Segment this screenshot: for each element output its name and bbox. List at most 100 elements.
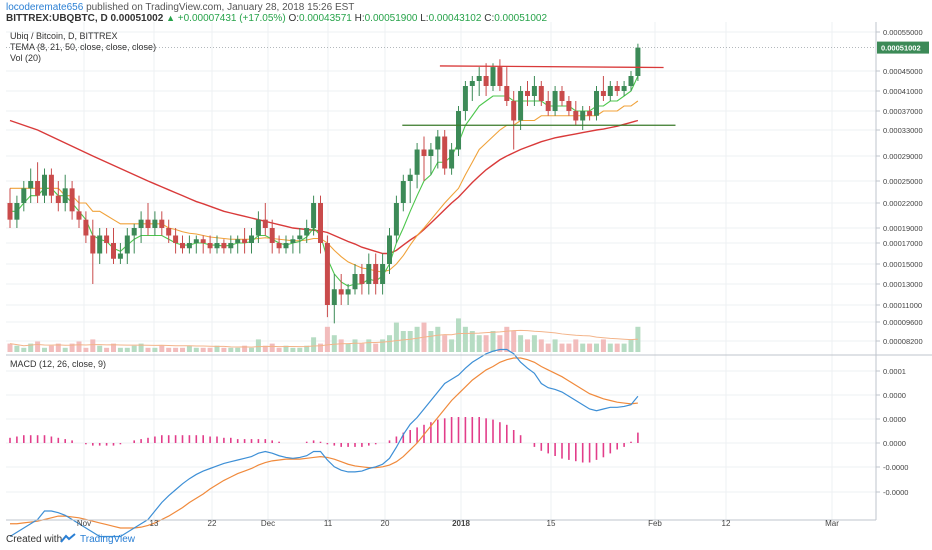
candle-body	[600, 91, 606, 96]
candle-body	[7, 203, 13, 220]
candle-body	[414, 149, 420, 175]
volume-bar	[283, 345, 289, 352]
volume-bar	[545, 343, 551, 352]
macd-layer	[9, 348, 639, 538]
candle-body	[435, 136, 441, 150]
candle-body	[531, 86, 537, 96]
open-label: O:	[288, 13, 299, 24]
open-value: 0.00043571	[299, 13, 352, 24]
tradingview-logo-icon	[60, 533, 76, 543]
tradingview-brand[interactable]: TradingView	[80, 534, 136, 545]
volume-bar	[456, 318, 461, 352]
candle-body	[311, 203, 317, 228]
candle-body	[35, 181, 41, 196]
candle-body	[83, 219, 89, 236]
volume-bar	[269, 343, 275, 352]
symbol-label: BITTREX:UBQBTC, D	[6, 13, 108, 24]
volume-bar	[338, 339, 344, 352]
volume-bar	[387, 335, 392, 352]
candle-body	[55, 195, 61, 203]
volume-bar	[504, 326, 510, 352]
volume-bar	[62, 347, 68, 352]
volume-bar	[104, 347, 110, 352]
volume-bar	[97, 345, 103, 352]
low-label: L:	[420, 13, 429, 24]
candle-body	[614, 86, 620, 91]
tema-label: TEMA (8, 21, 50, close, close, close)	[10, 42, 156, 52]
volume-bar	[14, 345, 20, 352]
volume-bar	[249, 347, 254, 352]
volume-bar	[207, 347, 213, 352]
volume-layer	[7, 318, 641, 352]
volume-bar	[449, 339, 455, 352]
candle-body	[145, 219, 151, 228]
resistance-line	[439, 65, 664, 69]
volume-bar	[297, 347, 303, 352]
volume-bar	[414, 326, 420, 352]
last-price: 0.00051002	[110, 13, 164, 24]
tema-slow-line	[9, 119, 639, 255]
candle-body	[352, 274, 358, 290]
candle-body	[380, 264, 386, 284]
candle-body	[90, 235, 96, 254]
candle-body	[297, 235, 303, 240]
volume-bar	[235, 347, 241, 352]
candle-body	[228, 243, 234, 249]
macd-line	[9, 348, 639, 538]
candle-body	[504, 86, 510, 101]
candle-body	[255, 219, 261, 236]
candle-body	[421, 149, 427, 156]
candle-body	[180, 243, 185, 249]
candle-body	[552, 91, 558, 111]
price-tick-label: 0.00033000	[883, 126, 923, 135]
candle-body	[28, 181, 34, 189]
close-label: C:	[484, 13, 495, 24]
candle-body	[290, 239, 296, 243]
volume-bar	[614, 343, 620, 352]
author-link[interactable]: locoderemate656	[6, 2, 84, 13]
time-tick-label: 11	[324, 519, 333, 528]
volume-bar	[462, 326, 468, 352]
volume-bar	[497, 335, 503, 352]
candle-body	[152, 219, 158, 228]
volume-bar	[469, 331, 475, 352]
candle-body	[545, 101, 551, 111]
volume-bar	[124, 347, 130, 352]
candle-body	[373, 264, 379, 284]
time-tick-label: Mar	[825, 519, 839, 528]
footer: Created with TradingView	[0, 530, 932, 550]
volume-bar	[483, 335, 489, 352]
created-with-label: Created with	[6, 534, 63, 545]
volume-bar	[476, 335, 482, 352]
volume-bar	[55, 343, 61, 352]
last-price-tag	[877, 41, 929, 54]
volume-bar	[580, 343, 586, 352]
candle-body	[283, 243, 289, 249]
price-tick-label: 0.00017000	[883, 239, 923, 248]
volume-label: Vol (20)	[10, 53, 41, 63]
volume-bar	[255, 339, 261, 352]
publish-info: published on TradingView.com, January 28…	[86, 2, 355, 13]
time-tick-label: 12	[722, 519, 731, 528]
volume-bar	[518, 335, 524, 352]
candle-body	[262, 219, 268, 228]
volume-bar	[594, 343, 599, 352]
time-tick-label: 13	[150, 519, 159, 528]
time-tick-label: Dec	[261, 519, 275, 528]
candle-body	[62, 188, 68, 203]
candle-body	[331, 289, 337, 305]
high-label: H:	[354, 13, 365, 24]
volume-bar	[600, 339, 606, 352]
candle-body	[607, 86, 613, 96]
macd-tick-label: -0.0000	[883, 463, 908, 472]
grid-lines	[6, 22, 876, 520]
price-tick-label: 0.00025000	[883, 177, 923, 186]
volume-bar	[173, 347, 179, 352]
chart-header: locoderemate656 published on TradingView…	[0, 0, 932, 24]
candle-body	[628, 76, 634, 86]
candle-body	[511, 101, 517, 121]
candle-body	[111, 243, 116, 259]
price-tick-label: 0.00045000	[883, 67, 923, 76]
price-tick-label: 0.00013000	[883, 280, 923, 289]
